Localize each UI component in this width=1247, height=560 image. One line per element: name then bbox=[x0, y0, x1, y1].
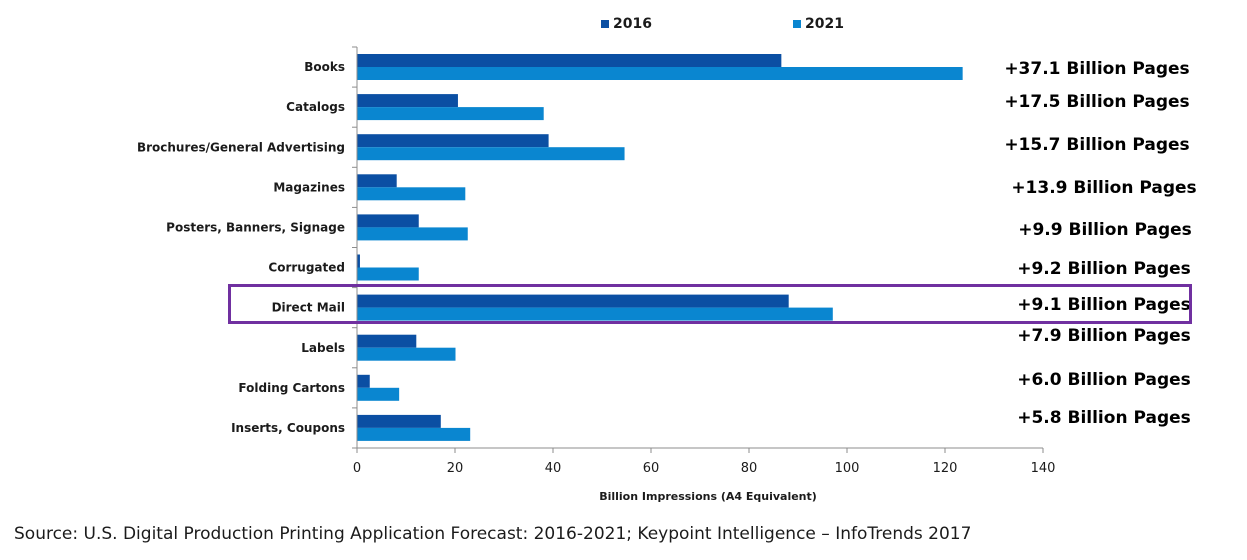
growth-annotation-catalogs: +17.5 Billion Pages bbox=[1004, 92, 1189, 112]
growth-annotation-magazines: +13.9 Billion Pages bbox=[1011, 178, 1196, 198]
growth-annotation-inserts-coupons: +5.8 Billion Pages bbox=[1017, 408, 1191, 428]
bar-2016-folding-cartons bbox=[357, 374, 370, 388]
x-tick-label: 80 bbox=[741, 461, 758, 476]
bar-2021-corrugated bbox=[357, 267, 419, 281]
x-tick-label: 100 bbox=[835, 461, 860, 476]
category-label-labels: Labels bbox=[301, 341, 345, 355]
source-citation: Source: U.S. Digital Production Printing… bbox=[14, 524, 972, 544]
x-tick-label: 120 bbox=[933, 461, 958, 476]
bar-2016-inserts-coupons bbox=[357, 414, 441, 428]
bar-2021-inserts-coupons bbox=[357, 427, 471, 441]
legend-item-2021: 2021 bbox=[793, 16, 844, 32]
category-label-posters-banners-signage: Posters, Banners, Signage bbox=[166, 220, 345, 234]
growth-annotation-corrugated: +9.2 Billion Pages bbox=[1017, 259, 1191, 279]
category-label-brochures-general-advertising: Brochures/General Advertising bbox=[137, 140, 345, 154]
bar-2021-folding-cartons bbox=[357, 387, 400, 401]
bar-2021-direct-mail bbox=[357, 307, 833, 321]
bar-2021-labels bbox=[357, 347, 456, 361]
bar-2016-magazines bbox=[357, 174, 397, 188]
x-tick-label: 40 bbox=[545, 461, 562, 476]
bar-2021-books bbox=[357, 67, 963, 80]
category-label-inserts-coupons: Inserts, Coupons bbox=[231, 421, 345, 435]
legend-swatch-2021 bbox=[793, 20, 801, 28]
category-label-direct-mail: Direct Mail bbox=[272, 301, 345, 315]
growth-annotation-labels: +7.9 Billion Pages bbox=[1017, 326, 1191, 346]
bar-2021-posters-banners-signage bbox=[357, 227, 468, 241]
direct-mail-highlight-box bbox=[228, 284, 1192, 324]
x-tick-label: 0 bbox=[353, 461, 361, 476]
growth-annotation-brochures-general-advertising: +15.7 Billion Pages bbox=[1004, 135, 1189, 155]
bar-2016-catalogs bbox=[357, 94, 458, 108]
bar-2021-brochures-general-advertising bbox=[357, 147, 625, 161]
growth-annotation-direct-mail: +9.1 Billion Pages bbox=[1017, 295, 1191, 315]
growth-annotation-books: +37.1 Billion Pages bbox=[1004, 59, 1189, 79]
category-label-magazines: Magazines bbox=[273, 180, 345, 194]
bar-2016-labels bbox=[357, 334, 417, 348]
x-tick-label: 60 bbox=[643, 461, 660, 476]
legend-item-2016: 2016 bbox=[601, 16, 652, 32]
category-label-books: Books bbox=[304, 60, 345, 74]
legend-label-2021: 2021 bbox=[805, 16, 844, 32]
growth-annotation-posters-banners-signage: +9.9 Billion Pages bbox=[1018, 220, 1192, 240]
x-axis-title: Billion Impressions (A4 Equivalent) bbox=[599, 490, 817, 503]
legend-swatch-2016 bbox=[601, 20, 609, 28]
bar-2016-direct-mail bbox=[357, 294, 789, 308]
bar-2021-catalogs bbox=[357, 107, 544, 121]
bar-2016-brochures-general-advertising bbox=[357, 134, 549, 148]
bar-2016-books bbox=[357, 54, 782, 67]
bar-2016-posters-banners-signage bbox=[357, 214, 419, 228]
category-label-folding-cartons: Folding Cartons bbox=[238, 381, 345, 395]
legend-label-2016: 2016 bbox=[613, 16, 652, 32]
bar-2016-corrugated bbox=[357, 254, 360, 268]
x-tick-label: 20 bbox=[447, 461, 464, 476]
bar-2021-magazines bbox=[357, 187, 466, 201]
category-label-corrugated: Corrugated bbox=[268, 261, 345, 275]
growth-annotation-folding-cartons: +6.0 Billion Pages bbox=[1017, 370, 1191, 390]
category-label-catalogs: Catalogs bbox=[286, 100, 345, 114]
x-tick-label: 140 bbox=[1031, 461, 1056, 476]
